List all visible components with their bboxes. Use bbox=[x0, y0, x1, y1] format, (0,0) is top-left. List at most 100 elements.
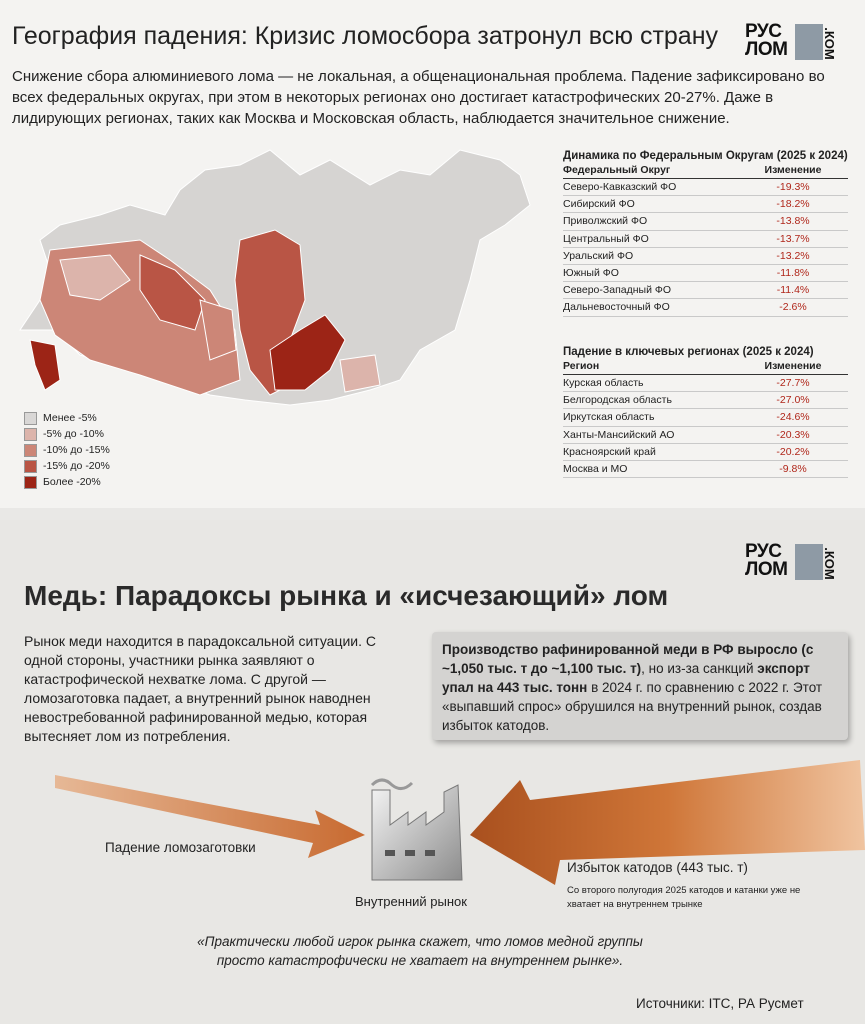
logo-suffix: .КОМ bbox=[821, 27, 837, 60]
table-cell: Южный ФО bbox=[563, 264, 738, 283]
table-cell: -19.3% bbox=[738, 178, 848, 197]
map bbox=[19, 149, 531, 406]
logo-line: ЛОМ bbox=[745, 559, 788, 580]
table-row: Приволжский ФО -13.8% bbox=[563, 212, 848, 231]
body-text: Рынок меди находится в парадоксальной си… bbox=[24, 633, 377, 744]
table-cell: Москва и МО bbox=[563, 460, 738, 479]
table: Регион Изменение Курская область -27.7% Белг… bbox=[563, 358, 848, 479]
legend-label: Более -20% bbox=[43, 476, 101, 488]
table-block: Динамика по Федеральным Округам (2025 к … bbox=[563, 150, 848, 317]
table-header: Федеральный Округ bbox=[563, 162, 738, 179]
legend: Менее -5% -5% до -10% -10% до -15% -15% до … bbox=[24, 410, 110, 490]
table-title: Падение в ключевых регионах (2025 к 2024… bbox=[563, 346, 814, 358]
table-row: Южный ФО -11.8% bbox=[563, 264, 848, 283]
map-region bbox=[139, 254, 206, 331]
legend-label: -10% до -15% bbox=[43, 444, 110, 456]
map-region bbox=[59, 254, 131, 301]
table-row: Сибирский ФО -18.2% bbox=[563, 195, 848, 214]
logo-suffix: .КОМ bbox=[821, 547, 837, 580]
table-row: Красноярский край -20.2% bbox=[563, 443, 848, 461]
callout: Производство рафинированной меди в РФ вы… bbox=[432, 632, 848, 740]
legend-swatch bbox=[24, 411, 37, 425]
table-cell: -13.7% bbox=[738, 230, 848, 248]
sources: Источники: ITC, РА Русмет bbox=[636, 996, 804, 1011]
map-region bbox=[29, 339, 61, 391]
note: Со второго полугодия 2025 катодов и ката… bbox=[567, 885, 801, 910]
table-row: Курская область -27.7% bbox=[563, 374, 848, 393]
table-header: Изменение bbox=[738, 358, 848, 375]
title: География падения: Кризис ломосбора затр… bbox=[12, 22, 719, 50]
table-row: Северо-Кавказский ФО -19.3% bbox=[563, 178, 848, 197]
logo: РУС ЛОМ .КОМ bbox=[745, 542, 845, 586]
table-cell: Северо-Западный ФО bbox=[563, 281, 738, 300]
legend-item: Менее -5% bbox=[24, 410, 110, 426]
table-cell: -18.2% bbox=[738, 195, 848, 214]
logo-badge bbox=[795, 544, 823, 580]
legend-item: Более -20% bbox=[24, 474, 110, 490]
table-cell: Иркутская область bbox=[563, 408, 738, 427]
table-cell: Ханты-Мансийский АО bbox=[563, 426, 738, 444]
callout-text: , но из-за санкций bbox=[641, 661, 758, 676]
factory-icon bbox=[370, 778, 463, 881]
table: Федеральный Округ Изменение Северо-Кавказс… bbox=[563, 162, 848, 317]
table-cell: Красноярский край bbox=[563, 443, 738, 461]
legend-swatch bbox=[24, 475, 37, 489]
table-row: Москва и МО -9.8% bbox=[563, 460, 848, 479]
table-block: Падение в ключевых регионах (2025 к 2024… bbox=[563, 346, 848, 479]
table-cell: Уральский ФО bbox=[563, 247, 738, 265]
table-cell: -13.2% bbox=[738, 247, 848, 265]
legend-label: -15% до -20% bbox=[43, 460, 110, 472]
table-cell: -9.8% bbox=[738, 460, 848, 479]
table-cell: -2.6% bbox=[738, 298, 848, 317]
logo-line: РУС bbox=[745, 21, 782, 42]
table-cell: Приволжский ФО bbox=[563, 212, 738, 231]
intro: Снижение сбора алюминиевого лома — не ло… bbox=[12, 68, 825, 127]
table-cell: -11.4% bbox=[738, 281, 848, 300]
table-header-row: Регион Изменение bbox=[563, 358, 848, 375]
table-row: Белгородская область -27.0% bbox=[563, 391, 848, 410]
arrow-big bbox=[470, 760, 865, 885]
table-row: Северо-Западный ФО -11.4% bbox=[563, 281, 848, 300]
legend-item: -10% до -15% bbox=[24, 442, 110, 458]
table-cell: -13.8% bbox=[738, 212, 848, 231]
table-row: Иркутская область -24.6% bbox=[563, 408, 848, 427]
logo-badge bbox=[795, 24, 823, 60]
table-row: Дальневосточный ФО -2.6% bbox=[563, 298, 848, 317]
legend-label: Менее -5% bbox=[43, 412, 97, 424]
legend-item: -5% до -10% bbox=[24, 426, 110, 442]
table-header: Изменение bbox=[738, 162, 848, 179]
arrow-label: Падение ломозаготовки bbox=[105, 840, 256, 855]
table-cell: Центральный ФО bbox=[563, 230, 738, 248]
table-cell: Белгородская область bbox=[563, 391, 738, 410]
legend-swatch bbox=[24, 443, 37, 457]
table-cell: -11.8% bbox=[738, 264, 848, 283]
table-title: Динамика по Федеральным Округам (2025 к … bbox=[563, 150, 848, 162]
flow-diagram bbox=[55, 760, 865, 885]
callout-text: экспорт упал на 443 тыс. тонн bbox=[442, 661, 810, 695]
legend-swatch bbox=[24, 459, 37, 473]
table-cell: -27.7% bbox=[738, 374, 848, 393]
legend-swatch bbox=[24, 427, 37, 441]
arrow-label: Избыток катодов (443 тыс. т) bbox=[567, 860, 748, 875]
table-cell: -27.0% bbox=[738, 391, 848, 410]
map-panel: География падения: Кризис ломосбора затр… bbox=[0, 0, 865, 508]
arrow-in bbox=[55, 775, 365, 858]
copper-panel: РУС ЛОМ .КОМ Медь: Парадоксы рынка и «ис… bbox=[0, 520, 865, 1024]
table-row: Уральский ФО -13.2% bbox=[563, 247, 848, 265]
callout-text: в 2024 г. по сравнению с 2022 г. Этот «в… bbox=[442, 680, 823, 733]
map-region bbox=[199, 299, 237, 361]
table-cell: -20.3% bbox=[738, 426, 848, 444]
callout-text: Производство рафинированной меди в РФ вы… bbox=[442, 642, 814, 676]
table-cell: -24.6% bbox=[738, 408, 848, 427]
table-cell: Сибирский ФО bbox=[563, 195, 738, 214]
table-header-row: Федеральный Округ Изменение bbox=[563, 162, 848, 179]
map-region bbox=[339, 354, 381, 393]
table-cell: Курская область bbox=[563, 374, 738, 393]
table-row: Ханты-Мансийский АО -20.3% bbox=[563, 426, 848, 444]
logo: РУС ЛОМ .КОМ bbox=[745, 22, 845, 66]
quote: «Практически любой игрок рынка скажет, ч… bbox=[197, 934, 643, 968]
table-cell: -20.2% bbox=[738, 443, 848, 461]
factory-label: Внутренний рынок bbox=[355, 894, 467, 909]
table-cell: Дальневосточный ФО bbox=[563, 298, 738, 317]
